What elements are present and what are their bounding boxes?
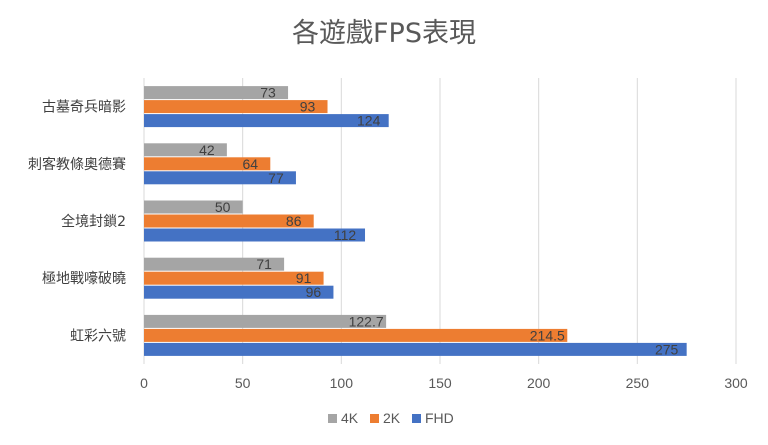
data-label: 112 — [334, 227, 357, 243]
bar-4k-1 — [144, 143, 227, 157]
data-label: 91 — [296, 270, 312, 286]
bar-2k-3 — [144, 271, 324, 285]
bar-fhd-1 — [144, 171, 296, 185]
data-label: 86 — [286, 213, 302, 229]
data-label: 122.7 — [349, 313, 384, 329]
bar-fhd-2 — [144, 228, 366, 242]
chart-title: 各遊戲FPS表現 — [292, 18, 476, 49]
x-tick-label: 200 — [527, 375, 551, 391]
data-label: 77 — [268, 170, 284, 186]
bar-fhd-4 — [144, 342, 687, 356]
bars — [144, 86, 687, 356]
data-label: 93 — [300, 99, 316, 115]
bar-2k-4 — [144, 328, 568, 342]
legend: 4K 2K FHD — [328, 410, 454, 426]
data-label: 71 — [256, 256, 272, 272]
data-label: 275 — [655, 341, 679, 357]
data-label: 96 — [306, 284, 322, 300]
bar-fhd-3 — [144, 285, 334, 299]
x-tick-label: 300 — [724, 375, 748, 391]
bar-4k-0 — [144, 86, 289, 100]
data-label: 50 — [215, 199, 231, 215]
bar-4k-2 — [144, 200, 243, 214]
x-tick-label: 0 — [140, 375, 148, 391]
data-label: 73 — [260, 85, 276, 101]
x-tick-label: 100 — [330, 375, 354, 391]
legend-swatch-4k — [328, 414, 337, 423]
bar-4k-3 — [144, 257, 285, 271]
category-label: 全境封鎖2 — [61, 213, 126, 230]
x-tick-label: 150 — [428, 375, 452, 391]
x-tick-label: 250 — [626, 375, 650, 391]
bar-4k-4 — [144, 314, 387, 328]
bar-2k-2 — [144, 214, 314, 228]
category-label: 刺客教條奧德賽 — [28, 156, 126, 173]
legend-label: 2K — [383, 410, 401, 426]
legend-label: 4K — [341, 410, 359, 426]
category-label: 虹彩六號 — [70, 328, 126, 344]
category-label: 古墓奇兵暗影 — [42, 99, 126, 116]
bar-fhd-0 — [144, 114, 389, 128]
legend-swatch-fhd — [412, 414, 421, 423]
data-label: 124 — [357, 113, 381, 129]
x-axis-ticks: 0 50 100 150 200 250 300 — [140, 375, 748, 391]
x-tick-label: 50 — [235, 375, 251, 391]
category-label: 極地戰嚎破曉 — [42, 270, 126, 287]
bar-2k-1 — [144, 157, 271, 171]
legend-swatch-2k — [370, 414, 379, 423]
data-label: 64 — [243, 156, 259, 172]
bar-2k-0 — [144, 100, 328, 114]
data-label: 42 — [199, 142, 215, 158]
data-label: 214.5 — [530, 327, 565, 343]
legend-label: FHD — [425, 410, 454, 426]
